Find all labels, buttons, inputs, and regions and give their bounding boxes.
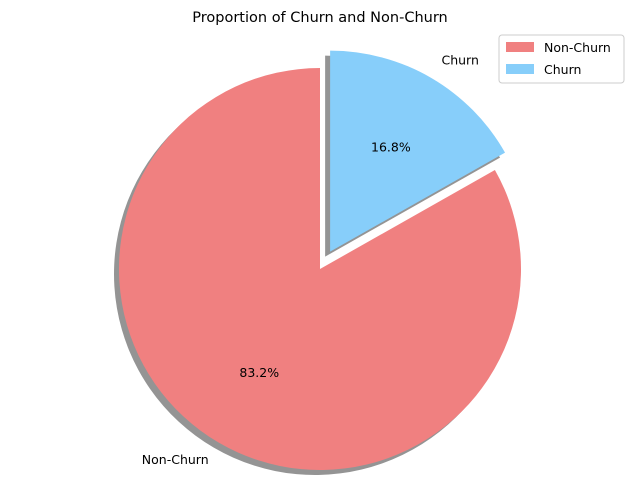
slice-percent-non-churn: 83.2% [239, 365, 279, 380]
slice-label-churn: Churn [441, 53, 478, 68]
legend-swatch-non-churn [506, 42, 534, 52]
pie-slice-churn [330, 50, 506, 252]
chart-title: Proportion of Churn and Non-Churn [192, 10, 447, 26]
legend-label-churn: Churn [544, 62, 581, 77]
slice-percent-churn: 16.8% [371, 139, 411, 154]
slice-label-non-churn: Non-Churn [142, 452, 209, 467]
pie-slice-non-churn [118, 68, 521, 471]
legend-swatch-churn [506, 64, 534, 74]
legend-label-non-churn: Non-Churn [544, 40, 611, 55]
legend: Non-Churn Churn [498, 34, 625, 84]
pie-slices [118, 50, 521, 471]
pie-labels: Non-Churn 83.2% Churn 16.8% [142, 53, 479, 467]
